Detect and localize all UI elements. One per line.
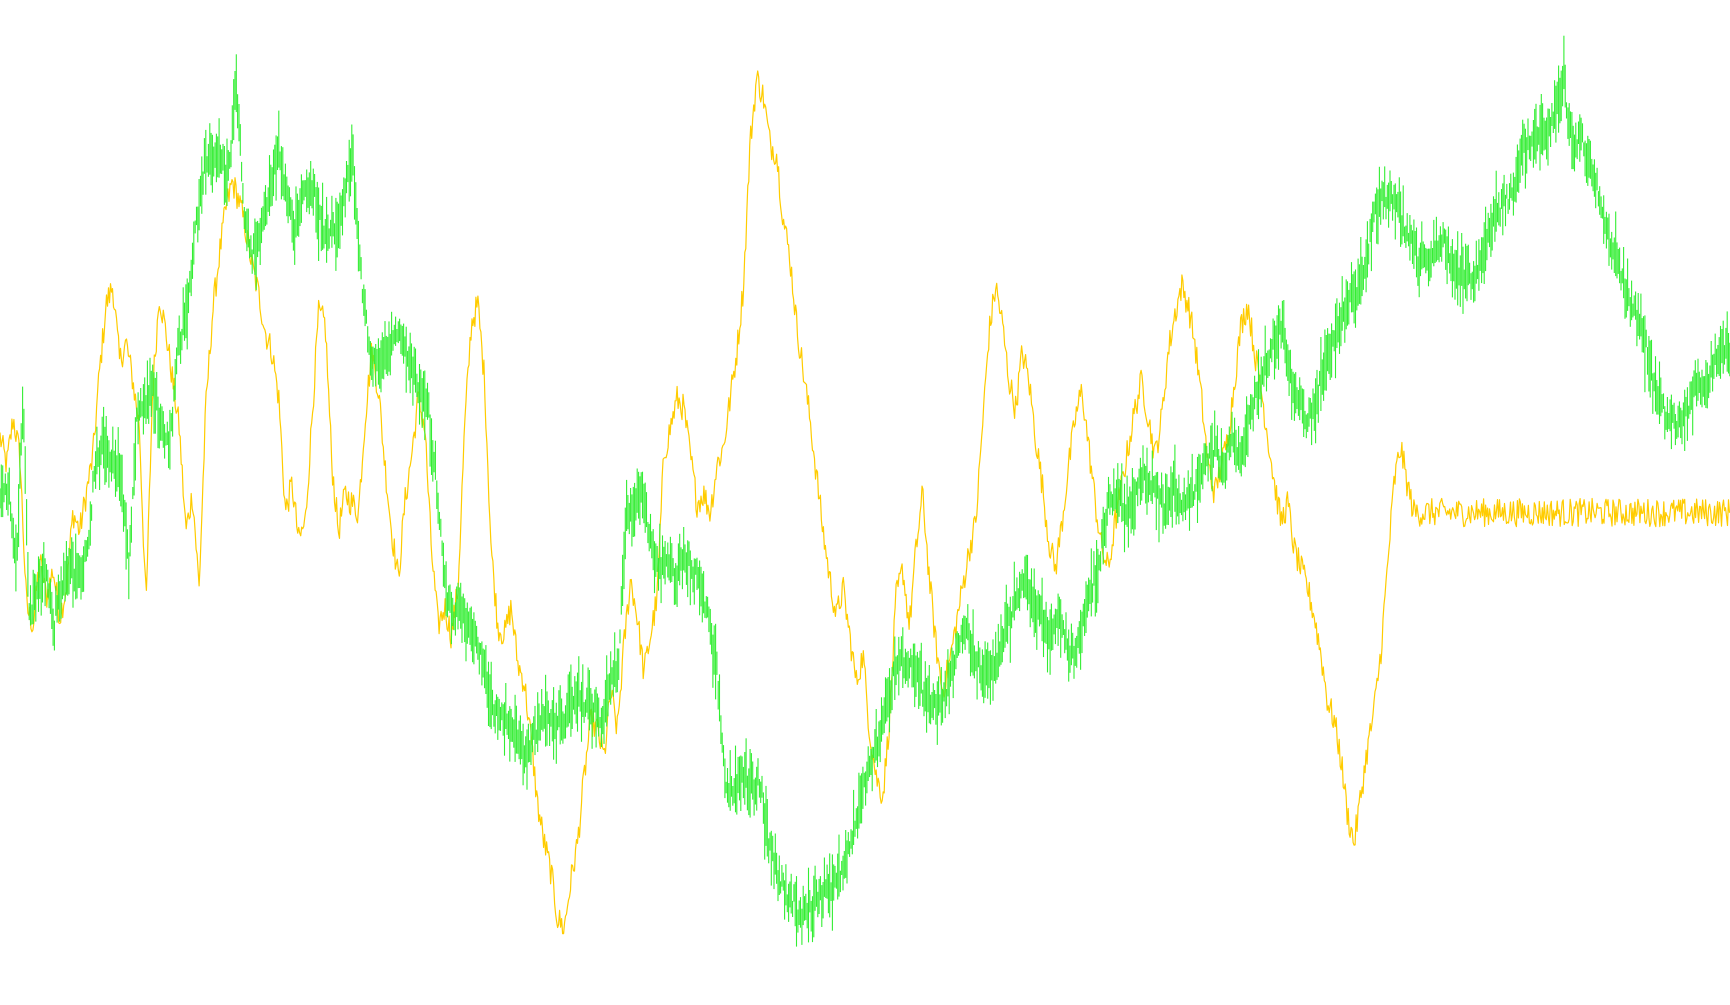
series-0: [0, 35, 1730, 947]
series-1: [0, 70, 1730, 935]
series-1-line: [0, 70, 1730, 935]
